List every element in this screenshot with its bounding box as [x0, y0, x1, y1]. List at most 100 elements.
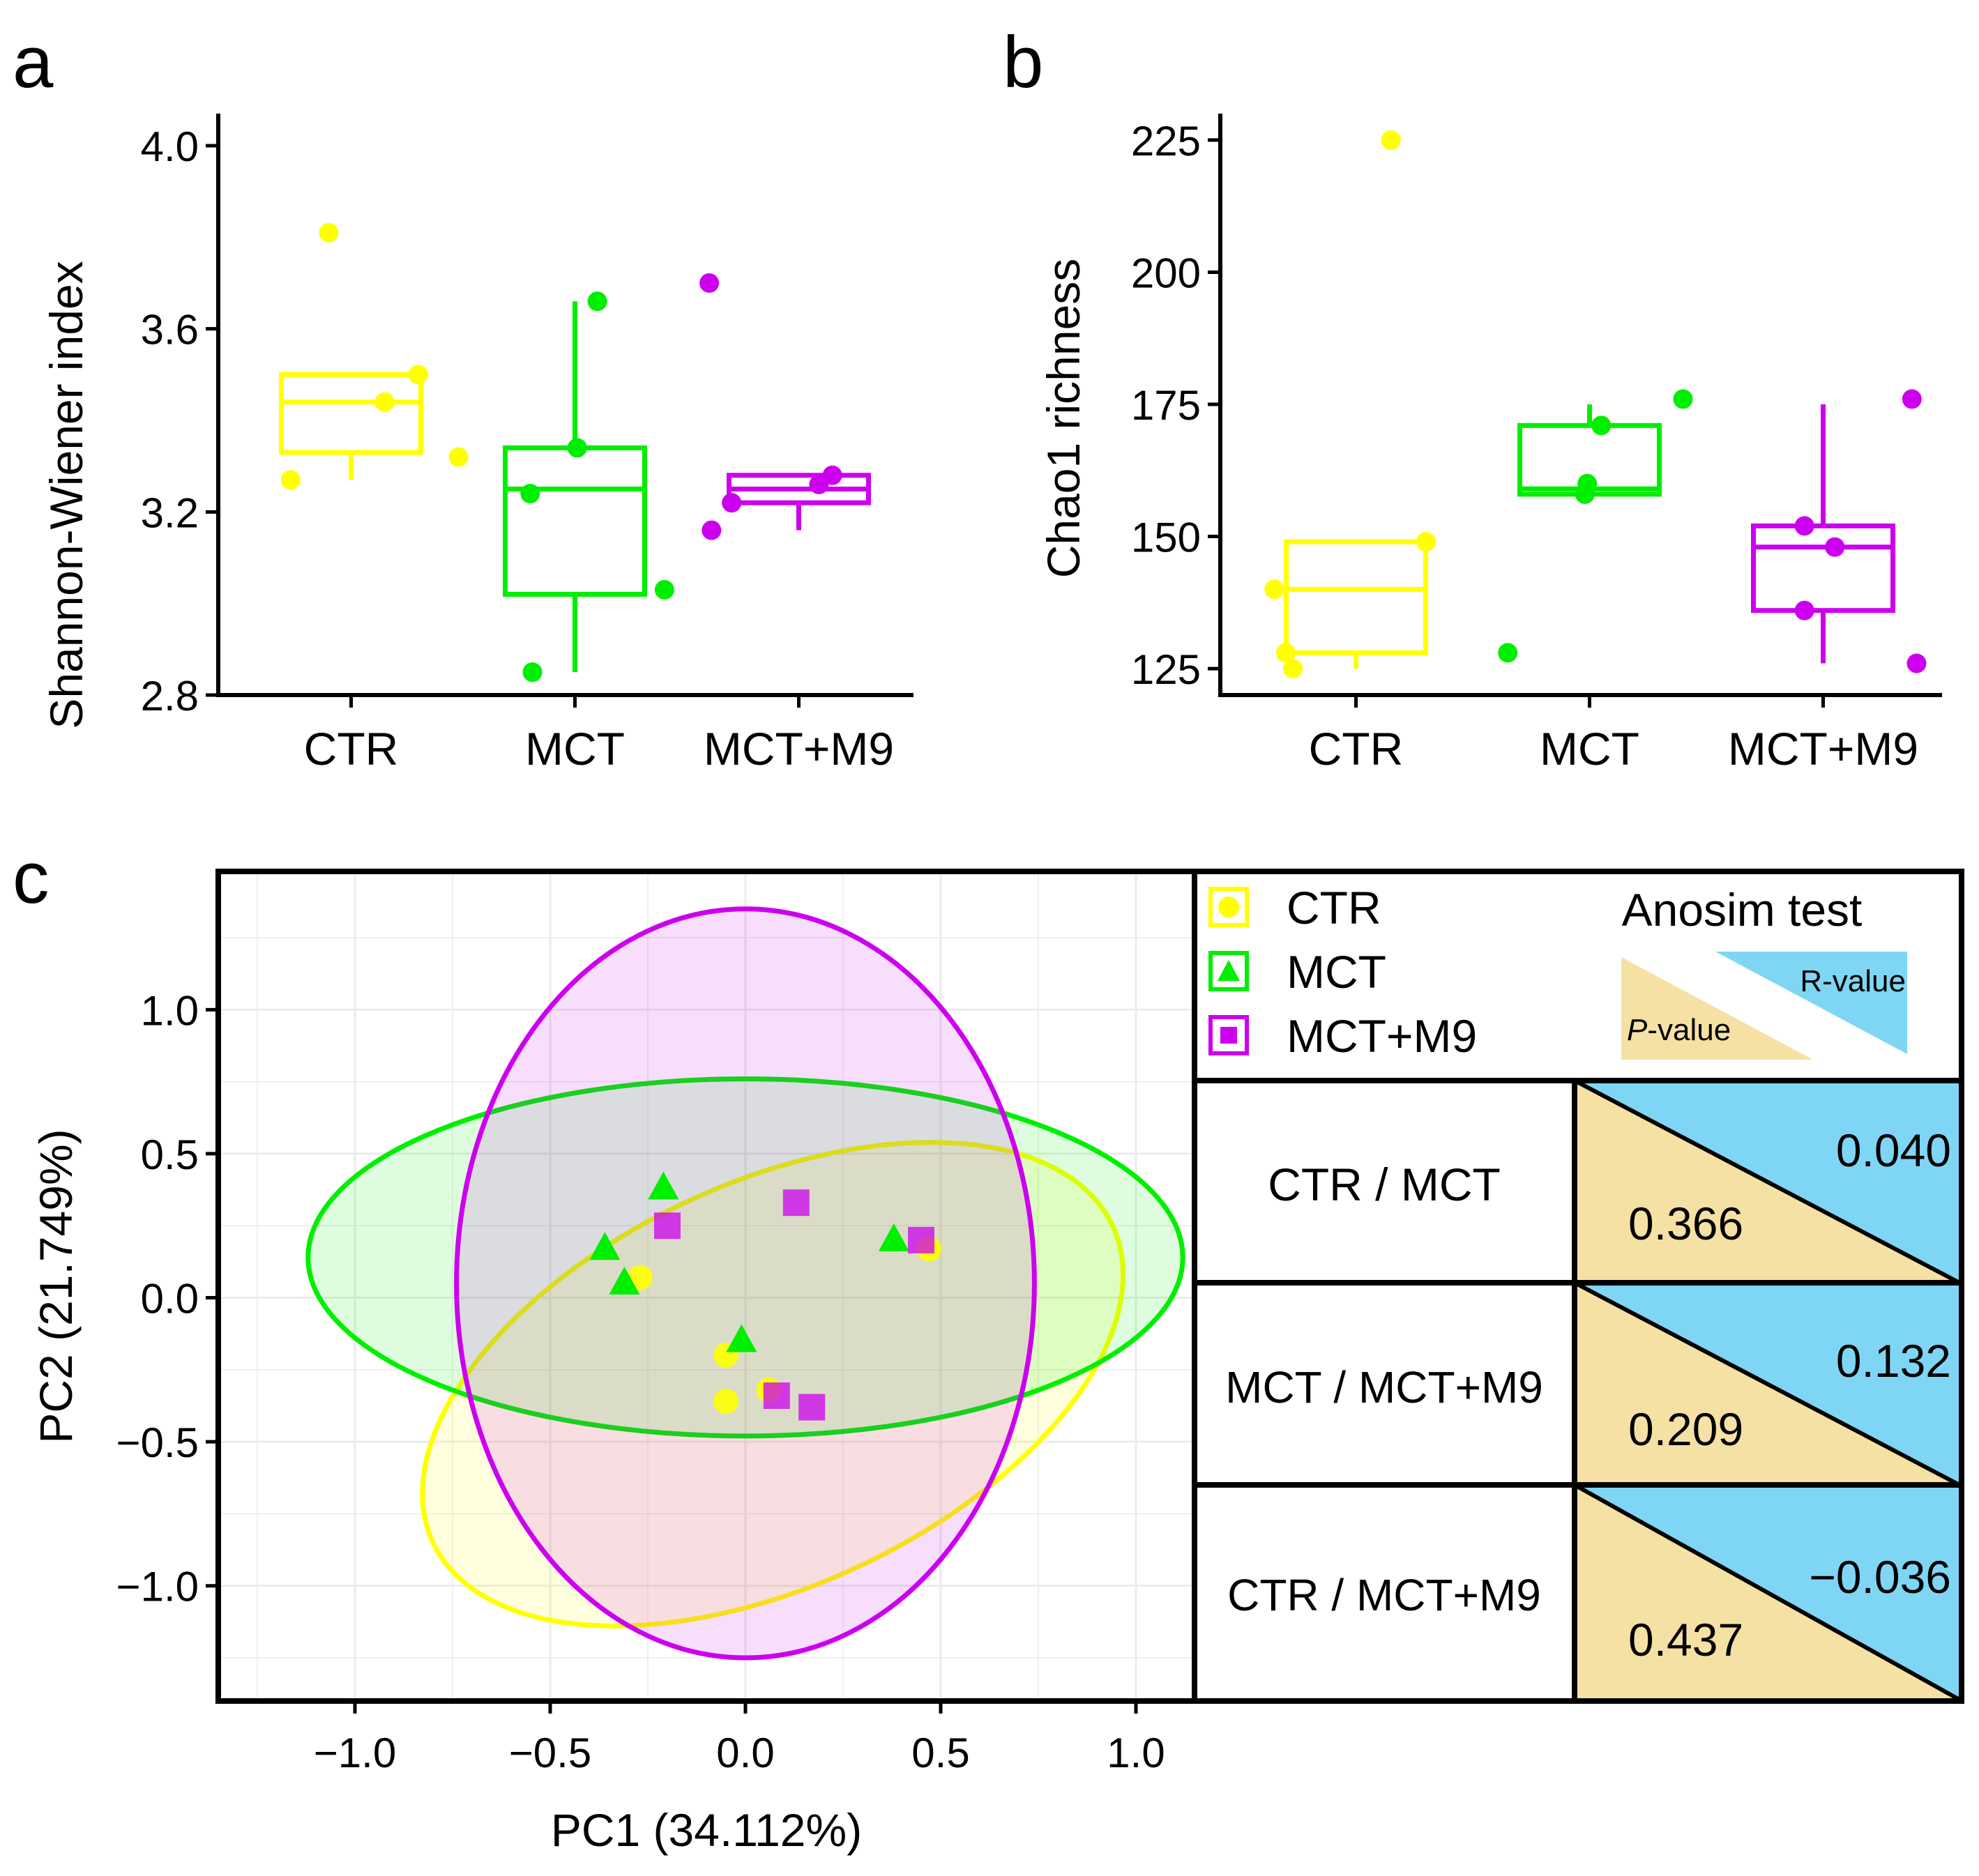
chao1-y-tick-label: 200: [1131, 250, 1201, 296]
shannon-point-mct: [587, 291, 607, 312]
shannon-x-tick-label-mct: MCT: [525, 723, 625, 775]
pcoa-axes-ticks: −1.0 −0.5 0.0 0.5 1.0 −1.0 −0.5 0.0 0.5 1.0: [116, 987, 1165, 1776]
pcoa-y-tick-label: 0.5: [141, 1131, 199, 1178]
chao1-axes-ticks: 125 150 175 200 225 CTR MCT MCT+M9: [1131, 118, 1918, 775]
chao1-point-mct: [1673, 389, 1693, 409]
legend-marker-triangle: [1218, 960, 1240, 981]
chao1-y-tick-label: 175: [1131, 382, 1201, 429]
pcoa-x-tick-label: 0.0: [716, 1730, 774, 1776]
anosim-row-1: CTR / MCT 0.040 0.366: [1268, 1078, 1961, 1285]
pcoa-y-tick-label: −1.0: [116, 1564, 199, 1610]
pcoa-gridlines: [218, 871, 1195, 1701]
shannon-point-mct: [654, 579, 674, 600]
anosim-row-3-comparison: CTR / MCT+M9: [1227, 1570, 1541, 1620]
pcoa-point-mct-m9: [798, 1394, 826, 1421]
shannon-point-mct-m9: [702, 520, 722, 540]
chao1-point-mct: [1498, 643, 1518, 663]
pcoa-points: [589, 1171, 942, 1421]
anosim-row-3-r-value: −0.036: [1809, 1551, 1951, 1603]
chao1-y-tick-label: 225: [1131, 118, 1201, 165]
anosim-key-p-label: P-value: [1627, 1013, 1731, 1047]
chao1-point-mct: [1591, 415, 1612, 436]
pcoa-x-tick-label: 1.0: [1107, 1730, 1165, 1776]
pcoa-y-tick-label: −0.5: [116, 1419, 199, 1466]
shannon-box-mct-m9: [727, 473, 871, 531]
legend-entry-mct-m9: MCT+M9: [1208, 1010, 1477, 1062]
pcoa-point-mct-m9: [908, 1226, 934, 1253]
chao1-boxplot-panel: 125 150 175 200 225 CTR MCT MCT+M9 Chao1 richne…: [1038, 114, 1942, 775]
anosim-key-p-italic: P: [1627, 1013, 1648, 1047]
chao1-box-rect: [1284, 539, 1428, 655]
pcoa-ellipse-mct: [305, 1076, 1185, 1439]
anosim-row-2-p-value: 0.209: [1628, 1403, 1743, 1455]
shannon-point-ctr: [319, 222, 339, 243]
chao1-point-mct: [1575, 484, 1595, 504]
legend-label-ctr: CTR: [1287, 882, 1381, 933]
shannon-point-mct: [567, 438, 587, 458]
anosim-table: CTR MCT MCT+M9 Anosim test R-value P-val…: [1195, 871, 1962, 1702]
chao1-box-mct-m9: [1751, 404, 1895, 664]
legend-entry-ctr: CTR: [1208, 882, 1381, 933]
shannon-y-tick-label: 3.2: [141, 489, 199, 536]
pcoa-x-tick-label: −1.0: [314, 1730, 396, 1776]
chao1-y-tick-label: 150: [1131, 514, 1201, 561]
shannon-axes-ticks: 2.8 3.2 3.6 4.0 CTR MCT MCT+M9: [141, 123, 895, 775]
shannon-box-rect: [503, 445, 647, 597]
chao1-y-tick-label: 125: [1131, 646, 1201, 693]
legend-marker-circle: [1218, 897, 1239, 917]
legend-entry-mct: MCT: [1208, 946, 1386, 998]
legend-label-mct: MCT: [1287, 946, 1386, 998]
chao1-point-ctr: [1264, 579, 1284, 600]
anosim-row-2: MCT / MCT+M9 0.132 0.209: [1225, 1281, 1961, 1487]
anosim-row-2-r-value: 0.132: [1836, 1335, 1951, 1387]
shannon-y-tick-label: 2.8: [141, 673, 199, 719]
chao1-point-mct-m9: [1794, 516, 1814, 536]
pcoa-ellipse-mct-m9: [454, 906, 1037, 1661]
shannon-y-axis-label: Shannon-Wiener index: [40, 261, 92, 729]
chao1-point-ctr: [1416, 532, 1436, 552]
anosim-key-p-triangle: [1621, 957, 1813, 1060]
anosim-row-2-diagonal: [1573, 1281, 1961, 1487]
pcoa-panel: −1.0 −0.5 0.0 0.5 1.0 −1.0 −0.5 0.0 0.5 1.0 PC1 (…: [30, 871, 1195, 1856]
chao1-x-tick-label-ctr: CTR: [1309, 723, 1404, 775]
anosim-row-2-comparison: MCT / MCT+M9: [1225, 1362, 1543, 1412]
pcoa-point-ctr: [713, 1389, 738, 1414]
legend-key-mct-m9: [1208, 1015, 1249, 1055]
shannon-y-tick-label: 3.6: [141, 307, 199, 353]
chao1-point-ctr: [1276, 643, 1296, 663]
anosim-row-1-diagonal: [1573, 1078, 1961, 1285]
pcoa-point-mct: [726, 1324, 757, 1352]
pcoa-ellipses: [305, 906, 1185, 1661]
anosim-row-1-p-value: 0.366: [1628, 1198, 1743, 1249]
pcoa-y-tick-label: 0.0: [141, 1276, 199, 1322]
chao1-point-mct-m9: [1794, 600, 1814, 620]
anosim-key-p-rest: -value: [1647, 1013, 1731, 1047]
pcoa-point-mct: [648, 1171, 679, 1200]
chao1-x-tick-label-mct-m9: MCT+M9: [1728, 723, 1918, 775]
panel-c-frame: [215, 869, 1964, 1704]
pcoa-point-mct: [609, 1266, 640, 1295]
anosim-row-1-comparison: CTR / MCT: [1268, 1159, 1501, 1210]
shannon-point-ctr: [448, 447, 469, 467]
shannon-point-ctr: [280, 470, 301, 490]
anosim-row-1-r-value: 0.040: [1836, 1124, 1951, 1176]
shannon-box-rect: [279, 372, 423, 455]
shannon-point-mct-m9: [722, 493, 742, 513]
chao1-y-axis-label: Chao1 richness: [1038, 259, 1089, 579]
pcoa-point-mct-m9: [654, 1212, 681, 1240]
shannon-y-tick-label: 4.0: [141, 123, 199, 170]
shannon-point-ctr: [374, 392, 395, 412]
pcoa-y-tick-label: 1.0: [141, 987, 199, 1034]
chao1-point-mct-m9: [1902, 389, 1922, 409]
shannon-x-tick-label-ctr: CTR: [304, 723, 399, 775]
pcoa-x-tick-label: −0.5: [509, 1730, 591, 1776]
shannon-point-mct-m9: [809, 474, 829, 494]
panel-label-a: a: [13, 22, 54, 103]
anosim-key-r-label: R-value: [1800, 964, 1906, 998]
anosim-row-3: CTR / MCT+M9 −0.036 0.437: [1227, 1483, 1961, 1702]
anosim-key-r-triangle: [1715, 952, 1907, 1054]
chao1-box-rect: [1751, 523, 1895, 613]
chao1-box-ctr: [1284, 539, 1428, 669]
shannon-box-ctr: [279, 372, 423, 480]
